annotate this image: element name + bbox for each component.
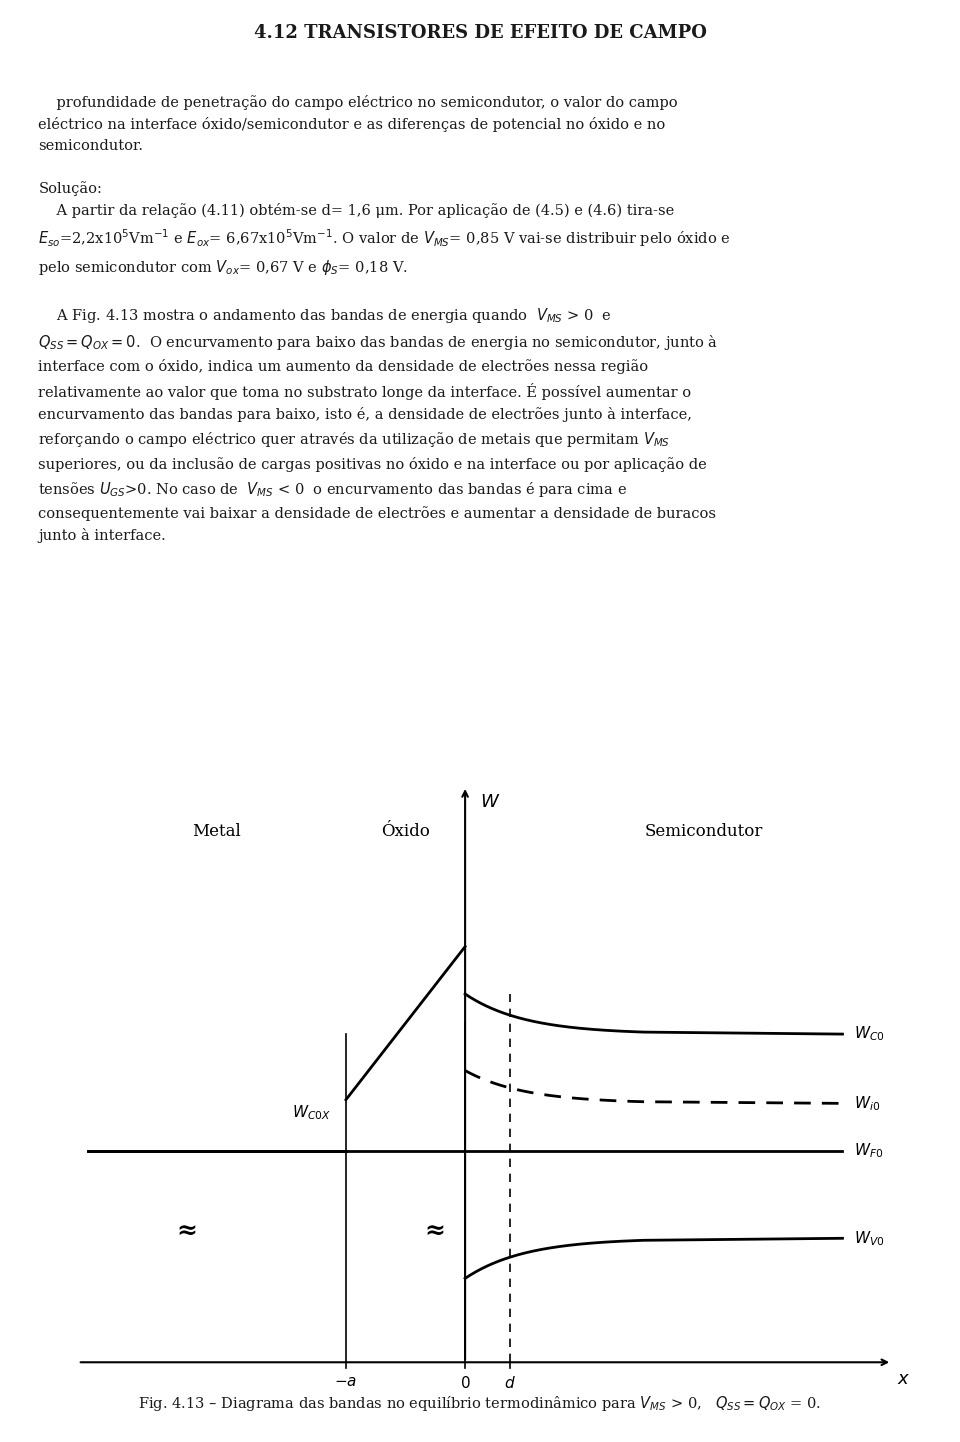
Text: $W_{V0}$: $W_{V0}$	[854, 1229, 885, 1247]
Text: profundidade de penetração do campo eléctrico no semicondutor, o valor do campo
: profundidade de penetração do campo eléc…	[38, 95, 731, 544]
Text: 4.12 TRANSISTORES DE EFEITO DE CAMPO: 4.12 TRANSISTORES DE EFEITO DE CAMPO	[253, 25, 707, 42]
Text: $0$: $0$	[460, 1376, 470, 1392]
Text: Fig. 4.13 – Diagrama das bandas no equilíbrio termodinâmico para $V_{MS}$ > 0,  : Fig. 4.13 – Diagrama das bandas no equil…	[138, 1394, 822, 1413]
Text: Óxido: Óxido	[381, 822, 430, 839]
Text: $x$: $x$	[897, 1370, 910, 1387]
Text: ≈: ≈	[425, 1218, 445, 1243]
Text: $W_{F0}$: $W_{F0}$	[854, 1142, 884, 1161]
Text: $-a$: $-a$	[334, 1376, 357, 1390]
Text: Semicondutor: Semicondutor	[644, 822, 762, 839]
Text: $W_{C0X}$: $W_{C0X}$	[292, 1103, 331, 1122]
Text: $W_{i0}$: $W_{i0}$	[854, 1094, 880, 1113]
Text: $W_{C0}$: $W_{C0}$	[854, 1025, 885, 1044]
Text: Metal: Metal	[192, 822, 241, 839]
Text: $d$: $d$	[504, 1376, 516, 1392]
Text: $W$: $W$	[480, 793, 500, 812]
Text: ≈: ≈	[177, 1218, 198, 1243]
